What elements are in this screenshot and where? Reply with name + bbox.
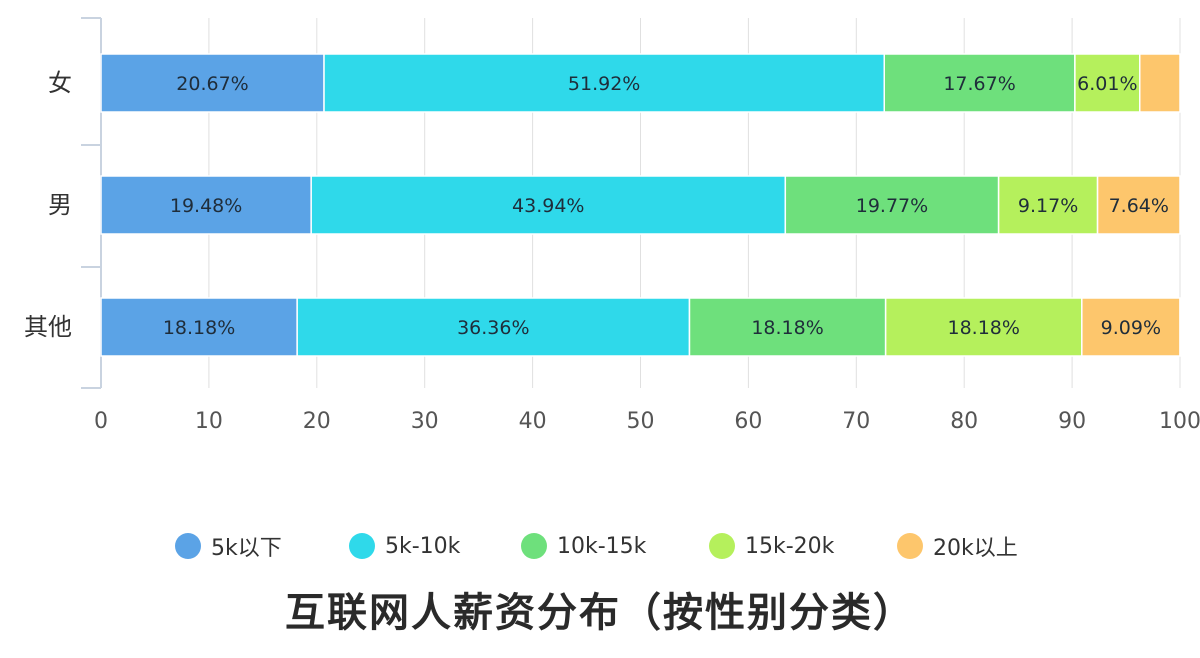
data-label: 19.77% — [856, 195, 928, 217]
bar-segment — [310, 175, 787, 235]
chart-title: 互联网人薪资分布（按性别分类） — [285, 590, 915, 636]
x-tick-label: 0 — [94, 409, 108, 434]
legend-item: 15k-20k — [709, 528, 834, 564]
data-label: 7.64% — [1109, 195, 1169, 217]
x-tick-label: 30 — [411, 409, 439, 434]
x-tick-label: 50 — [627, 409, 655, 434]
x-tick-label: 70 — [842, 409, 870, 434]
bar-segment — [1096, 175, 1181, 235]
legend-label: 10k-15k — [557, 533, 647, 559]
x-tick-label: 10 — [195, 409, 223, 434]
data-label: 20.67% — [176, 73, 248, 95]
data-label: 17.67% — [943, 73, 1015, 95]
legend-label: 5k-10k — [385, 533, 461, 559]
legend: 5k以下 5k-10k 10k-15k 15k-20k 20k以上 — [0, 528, 1200, 564]
bar-segment — [784, 175, 1000, 235]
data-label: 51.92% — [568, 73, 640, 95]
legend-label: 5k以下 — [211, 536, 282, 561]
category-label: 其他 — [24, 313, 72, 341]
legend-label: 15k-20k — [745, 533, 835, 559]
data-label: 9.09% — [1101, 317, 1161, 339]
bar-segment — [688, 297, 887, 357]
bar-segment — [100, 53, 325, 113]
category-label: 男 — [48, 191, 72, 219]
data-label: 9.17% — [1018, 195, 1078, 217]
data-label: 18.18% — [163, 317, 235, 339]
x-tick-label: 100 — [1159, 409, 1200, 434]
bar-segment — [1081, 297, 1181, 357]
x-tick-label: 90 — [1058, 409, 1086, 434]
data-label: 36.36% — [457, 317, 529, 339]
legend-item: 5k-10k — [349, 528, 460, 564]
x-tick-label: 20 — [303, 409, 331, 434]
data-label: 18.18% — [751, 317, 823, 339]
legend-swatch — [897, 533, 923, 559]
legend-item: 5k以下 — [175, 528, 282, 564]
data-label: 6.01% — [1077, 73, 1137, 95]
bar-segment — [100, 297, 298, 357]
legend-swatch — [349, 533, 375, 559]
legend-item: 20k以上 — [897, 528, 1018, 564]
data-label: 19.48% — [170, 195, 242, 217]
legend-swatch — [175, 533, 201, 559]
legend-label: 20k以上 — [933, 536, 1018, 561]
bar-segment — [296, 297, 691, 357]
data-label: 18.18% — [948, 317, 1020, 339]
legend-item: 10k-15k — [521, 528, 646, 564]
legend-swatch — [709, 533, 735, 559]
data-label: 43.94% — [512, 195, 584, 217]
legend-swatch — [521, 533, 547, 559]
bar-segment — [997, 175, 1099, 235]
x-tick-label: 40 — [519, 409, 547, 434]
bar-segment — [100, 175, 312, 235]
bar-segment — [884, 297, 1083, 357]
bar-segment — [323, 53, 885, 113]
bar-segment — [1139, 53, 1181, 113]
category-label: 女 — [48, 69, 72, 97]
x-tick-label: 60 — [734, 409, 762, 434]
x-tick-label: 80 — [950, 409, 978, 434]
bar-segment — [883, 53, 1076, 113]
